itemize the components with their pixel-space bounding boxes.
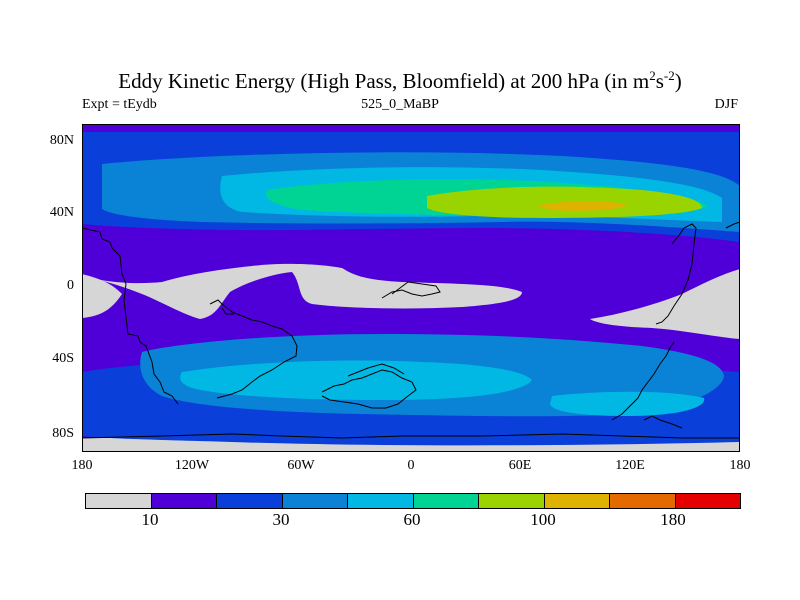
x-tick-180-right: 180 xyxy=(729,458,751,473)
x-tick-180-left: 180 xyxy=(71,458,93,473)
y-tick-40n: 40N xyxy=(49,205,74,220)
colorbar-swatch-4 xyxy=(348,494,414,508)
colorbar-swatch-7 xyxy=(544,494,610,508)
colorbar-label-30: 30 xyxy=(272,510,290,529)
colorbar-label-100: 100 xyxy=(530,510,556,529)
coast-africa xyxy=(381,281,441,299)
coast-south-america xyxy=(209,299,298,399)
colorbar-swatch-0 xyxy=(86,494,152,508)
tropical-gray-left-edge xyxy=(82,274,122,318)
colorbar-label-10: 10 xyxy=(141,510,159,529)
y-tick-0: 0 xyxy=(67,278,74,293)
season-label: DJF xyxy=(714,97,738,112)
y-tick-80s: 80S xyxy=(52,426,74,441)
colorbar-swatch-3 xyxy=(282,494,348,508)
coast-southern-ocean-1 xyxy=(321,369,417,409)
coast-antarctica xyxy=(82,433,740,439)
map-plot xyxy=(82,124,740,452)
coastlines xyxy=(82,221,740,439)
run-id-label: 525_0_MaBP xyxy=(361,97,439,112)
coast-asia-east xyxy=(725,221,740,229)
plot-border xyxy=(82,124,740,452)
coast-pacific-islands xyxy=(221,307,234,315)
y-tick-40s: 40S xyxy=(52,351,74,366)
colorbar-swatch-8 xyxy=(610,494,676,508)
x-tick-60w: 60W xyxy=(287,458,315,473)
south-band-cyan-east xyxy=(550,391,705,416)
coast-australia xyxy=(611,341,675,421)
tropical-gray-east-pacific xyxy=(82,263,522,319)
x-tick-120w: 120W xyxy=(174,458,210,473)
experiment-label: Expt = tEydb xyxy=(82,97,157,112)
colorbar-swatch-9 xyxy=(675,494,740,508)
colorbar-label-60: 60 xyxy=(403,510,421,529)
colorbar-swatch-1 xyxy=(151,494,217,508)
coast-north-america xyxy=(82,227,179,405)
colorbar xyxy=(85,493,741,509)
north-band-orange xyxy=(537,201,627,211)
x-tick-60e: 60E xyxy=(508,458,532,473)
colorbar-swatch-5 xyxy=(413,494,479,508)
colorbar-swatch-6 xyxy=(479,494,545,508)
colorbar-swatch-2 xyxy=(217,494,283,508)
coast-southern-ocean-2 xyxy=(347,363,405,377)
tropical-gray-west-pacific xyxy=(590,269,740,339)
coast-asia xyxy=(655,223,697,325)
x-tick-120e: 120E xyxy=(615,458,645,473)
coast-australia-east xyxy=(643,415,683,429)
colorbar-label-180: 180 xyxy=(660,510,686,529)
x-tick-0: 0 xyxy=(407,458,415,473)
map-title: Eddy Kinetic Energy (High Pass, Bloomfie… xyxy=(118,68,682,93)
y-tick-80n: 80N xyxy=(49,133,74,148)
south-band-cyan xyxy=(180,360,532,400)
